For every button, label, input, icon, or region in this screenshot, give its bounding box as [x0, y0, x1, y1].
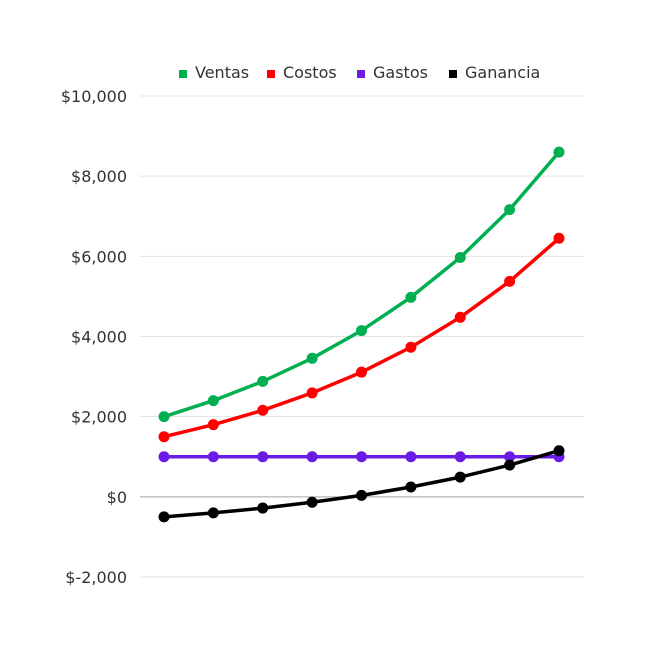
data-point-ventas — [504, 204, 516, 216]
data-point-gastos — [257, 451, 269, 463]
data-point-ventas — [356, 325, 367, 337]
data-point-ganancia — [257, 502, 269, 514]
y-tick-label: $0 — [107, 488, 127, 507]
data-point-ventas — [454, 251, 466, 263]
y-tick-label: $-2,000 — [65, 568, 127, 587]
series-ventas — [158, 146, 565, 423]
legend-marker-ventas — [179, 70, 187, 78]
legend-marker-gastos — [357, 70, 365, 78]
data-point-ganancia — [207, 507, 219, 519]
legend-label-ganancia: Ganancia — [465, 63, 540, 82]
data-point-ventas — [405, 291, 417, 303]
y-tick-label: $2,000 — [71, 408, 127, 427]
data-point-gastos — [454, 451, 466, 463]
series-lines — [158, 146, 565, 523]
data-point-ganancia — [356, 489, 367, 501]
data-point-gastos — [356, 451, 367, 463]
y-tick-label: $6,000 — [71, 247, 127, 266]
legend-label-gastos: Gastos — [373, 63, 428, 82]
data-point-costos — [306, 387, 318, 399]
legend-label-ventas: Ventas — [195, 63, 249, 82]
data-point-costos — [257, 404, 269, 416]
data-point-gastos — [405, 451, 417, 463]
data-point-costos — [405, 341, 417, 353]
series-line-costos — [162, 236, 561, 439]
data-point-gastos — [158, 451, 170, 463]
series-ganancia — [158, 445, 565, 523]
data-point-ganancia — [553, 445, 565, 457]
y-axis-tick-labels: $10,000 $8,000 $6,000 $4,000 $2,000 $0 $-2,000 — [61, 87, 127, 587]
data-point-gastos — [504, 451, 516, 463]
series-costos — [158, 232, 565, 443]
data-point-gastos — [207, 451, 219, 463]
gridlines — [140, 95, 584, 578]
legend-marker-ganancia — [449, 70, 457, 78]
data-point-ventas — [257, 375, 269, 387]
data-point-costos — [356, 366, 367, 378]
data-point-costos — [454, 311, 466, 323]
data-point-ventas — [207, 395, 219, 407]
data-point-ganancia — [405, 481, 417, 493]
data-point-costos — [207, 419, 219, 431]
data-point-ganancia — [454, 471, 466, 483]
data-point-ganancia — [306, 496, 318, 508]
y-tick-label: $8,000 — [71, 167, 127, 186]
series-gastos — [158, 451, 565, 463]
legend-marker-costos — [267, 70, 275, 78]
data-point-ventas — [306, 352, 318, 364]
data-point-costos — [553, 232, 565, 244]
data-point-gastos — [306, 451, 318, 463]
data-point-ventas — [553, 146, 565, 158]
data-point-costos — [158, 431, 170, 443]
data-point-ganancia — [504, 459, 516, 471]
data-point-ventas — [158, 411, 170, 423]
data-point-costos — [504, 275, 516, 287]
y-tick-label: $10,000 — [61, 87, 127, 106]
data-point-ganancia — [158, 511, 170, 523]
legend: Ventas Costos Gastos Ganancia — [179, 63, 540, 82]
y-tick-label: $4,000 — [71, 328, 127, 347]
legend-label-costos: Costos — [283, 63, 337, 82]
